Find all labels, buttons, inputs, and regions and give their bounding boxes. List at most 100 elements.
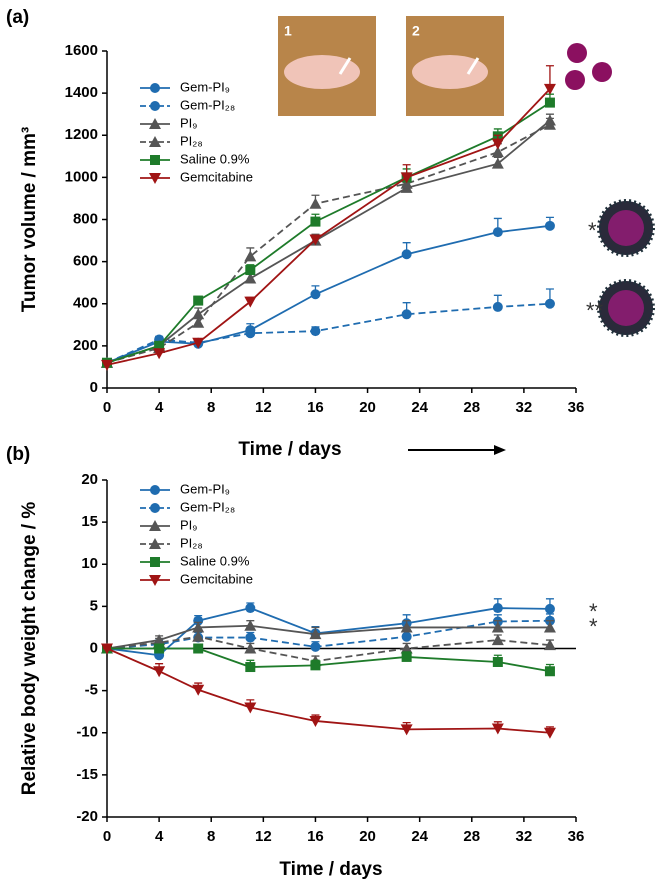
marker [400, 172, 413, 184]
x-tick-label: 16 [307, 828, 324, 845]
x-tick-label: 4 [155, 399, 164, 416]
x-tick-label: 32 [516, 399, 533, 416]
x-axis-title: Time / days [279, 859, 382, 880]
series-line [106, 619, 550, 650]
significance: * [588, 218, 597, 243]
marker [150, 557, 160, 567]
marker [310, 641, 321, 652]
marker [244, 702, 257, 714]
x-tick-label: 0 [103, 828, 111, 845]
marker [153, 348, 166, 360]
marker [543, 118, 556, 130]
time-arrow-head [494, 445, 506, 455]
marker [309, 234, 322, 246]
marker [310, 216, 321, 227]
marker [491, 138, 504, 150]
y-tick-label: -15 [76, 766, 98, 783]
y-tick-label: 20 [81, 471, 98, 488]
legend-label: Saline 0.9% [180, 553, 250, 568]
marker [491, 157, 504, 169]
marker [543, 727, 556, 739]
series [101, 113, 556, 368]
y-tick-label: 10 [81, 555, 98, 572]
marker [491, 146, 504, 158]
y-tick-label: 0 [90, 639, 98, 656]
series-line [107, 647, 551, 673]
particle-icons [565, 43, 655, 337]
series-line [106, 624, 550, 650]
marker [401, 249, 412, 260]
photo-label: 2 [412, 23, 420, 39]
marker [544, 220, 555, 231]
legend-label: Gemcitabine [180, 571, 253, 586]
marker [492, 603, 503, 614]
x-tick-label: 28 [463, 399, 480, 416]
marker [492, 227, 503, 238]
y-tick-label: 400 [73, 295, 98, 312]
photos: 1 2 [278, 16, 504, 116]
marker [401, 651, 412, 662]
y-tick-label: 1000 [65, 168, 98, 185]
nanoparticle-core [608, 290, 644, 326]
marker [491, 621, 504, 633]
sphere-icon [567, 43, 587, 63]
series-line [106, 88, 551, 366]
photo-mouse [412, 55, 488, 89]
marker [310, 326, 321, 337]
marker [101, 643, 113, 655]
legend-label: Gem-PI₂₈ [180, 97, 235, 112]
marker [154, 340, 165, 351]
x-tick-label: 36 [568, 828, 585, 845]
marker [244, 250, 257, 262]
y-tick-label: 600 [73, 253, 98, 270]
significance: ** [586, 298, 604, 323]
legend-label: Gem-PI₂₈ [180, 499, 235, 514]
marker [400, 724, 413, 736]
series-line [106, 123, 551, 364]
x-tick-label: 20 [359, 399, 376, 416]
legend-label: PI₉ [180, 517, 197, 532]
marker [245, 603, 256, 614]
series [102, 598, 555, 661]
marker [491, 723, 504, 735]
marker [149, 118, 161, 129]
marker [149, 136, 161, 147]
marker [544, 603, 555, 614]
y-axis-title: Tumor volume / mm³ [19, 127, 40, 312]
y-tick-label: 5 [90, 597, 98, 614]
marker [544, 97, 555, 108]
photo-label: 1 [284, 23, 292, 39]
marker [193, 295, 204, 306]
marker [245, 328, 256, 339]
legend-label: Saline 0.9% [180, 151, 250, 166]
marker [149, 575, 161, 586]
series [101, 643, 556, 739]
legend-label: Gemcitabine [180, 169, 253, 184]
x-tick-label: 12 [255, 399, 272, 416]
series-line [106, 101, 551, 364]
y-tick-label: 200 [73, 337, 98, 354]
marker [153, 666, 166, 678]
marker [149, 173, 161, 184]
marker [309, 715, 322, 727]
series [102, 216, 555, 368]
marker [491, 634, 504, 646]
marker [245, 662, 256, 673]
y-tick-label: 1200 [65, 126, 98, 143]
series [101, 619, 556, 654]
marker [245, 265, 256, 276]
marker [544, 666, 555, 677]
marker [192, 337, 205, 349]
marker [244, 296, 257, 308]
y-tick-label: 1400 [65, 84, 98, 101]
legend-label: Gem-PI₉ [180, 79, 230, 94]
marker [150, 503, 160, 513]
marker [309, 628, 322, 640]
marker [150, 83, 160, 93]
series-line [106, 607, 550, 657]
y-tick-label: -20 [76, 808, 98, 825]
x-tick-label: 0 [103, 399, 111, 416]
legend-label: PI₉ [180, 115, 197, 130]
photo-arrow [338, 57, 352, 75]
